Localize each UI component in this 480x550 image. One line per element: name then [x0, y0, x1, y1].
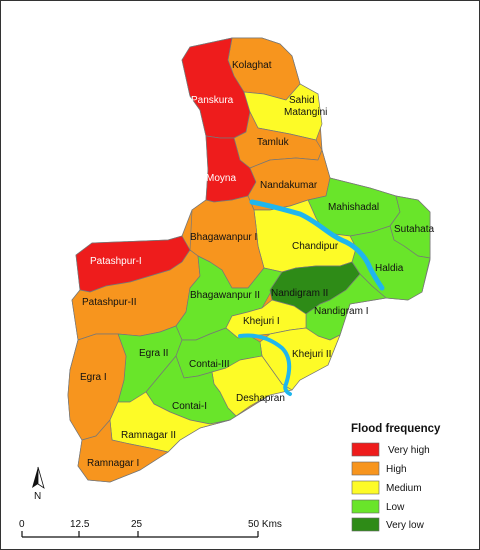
label-patashpur-i: Patashpur-I	[90, 256, 142, 267]
label-nandakumar: Nandakumar	[260, 180, 318, 191]
legend-swatch-high	[351, 461, 380, 476]
label-contai-i: Contai-I	[172, 401, 207, 412]
label-khejuri-i: Khejuri I	[243, 316, 280, 327]
label-nandigram-i: Nandigram I	[314, 306, 368, 317]
legend-swatch-very-low	[351, 517, 380, 532]
label-haldia: Haldia	[375, 263, 404, 274]
river-rasulpur	[238, 333, 292, 396]
north-arrow-icon: N	[32, 466, 45, 502]
label-mahishadal: Mahishadal	[328, 202, 379, 213]
label-nandigram-ii: Nandigram II	[271, 288, 328, 299]
legend-label-very-high: Very high	[388, 445, 430, 456]
label-deshapran: Deshapran	[236, 393, 285, 404]
scale-tick-12-5: 12.5	[70, 519, 90, 530]
label-moyna: Moyna	[206, 173, 236, 184]
label-tamluk: Tamluk	[257, 137, 290, 148]
legend: Flood frequency Very high High Medium Lo…	[351, 423, 441, 532]
block-ramnagar-i[interactable]	[77, 419, 169, 483]
scale-tick-50: 50 Kms	[248, 519, 282, 530]
label-sutahata: Sutahata	[394, 224, 434, 235]
label-ramnagar-i: Ramnagar I	[87, 458, 139, 469]
legend-label-very-low: Very low	[386, 520, 425, 531]
legend-title: Flood frequency	[351, 423, 441, 435]
label-panskura: Panskura	[191, 95, 234, 106]
label-matangini: Matangini	[284, 107, 327, 118]
label-patashpur-ii: Patashpur-II	[82, 297, 136, 308]
legend-label-medium: Medium	[386, 483, 422, 494]
legend-label-low: Low	[386, 502, 405, 513]
legend-swatch-medium	[351, 480, 380, 495]
legend-swatch-very-high	[351, 442, 380, 457]
river-rupnarayan-haldi	[249, 199, 385, 291]
label-ramnagar-ii: Ramnagar II	[121, 430, 176, 441]
label-bhagawanpur-ii: Bhagawanpur II	[190, 290, 260, 301]
label-egra-ii: Egra II	[139, 348, 168, 359]
label-contai-iii: Contai-III	[189, 359, 230, 370]
label-chandipur: Chandipur	[292, 241, 339, 252]
label-bhagawanpur-i: Bhagawanpur I	[190, 232, 257, 243]
scale-tick-0: 0	[19, 519, 25, 530]
scale-bar: 0 12.5 25 50 Kms	[19, 519, 282, 538]
label-egra-i: Egra I	[80, 372, 107, 383]
scale-tick-25: 25	[131, 519, 143, 530]
label-kolaghat: Kolaghat	[232, 60, 272, 71]
legend-swatch-low	[351, 499, 380, 514]
legend-label-high: High	[386, 464, 407, 475]
label-sahid: Sahid	[289, 95, 315, 106]
label-khejuri-ii: Khejuri II	[292, 349, 331, 360]
north-label: N	[34, 491, 41, 502]
